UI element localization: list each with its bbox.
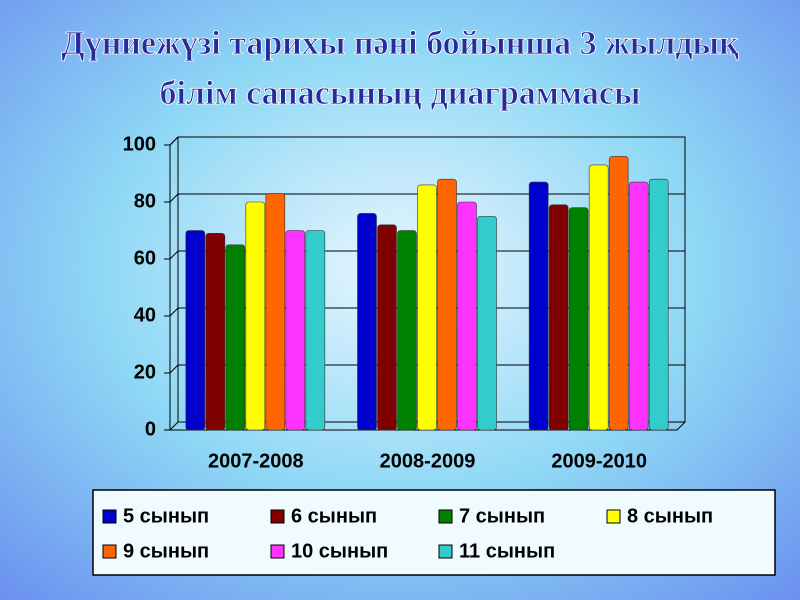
bar [225, 244, 246, 431]
bar [397, 230, 417, 431]
y-tick-label: 40 [134, 304, 156, 326]
bar [548, 204, 569, 431]
y-tick-label: 60 [134, 247, 156, 269]
bar [588, 164, 609, 431]
grid-line [169, 193, 685, 203]
legend-swatch [102, 509, 117, 524]
bar [568, 207, 589, 431]
bar [265, 193, 286, 431]
x-tick-label: 2007-2008 [208, 450, 304, 472]
bar [608, 156, 629, 431]
bar [305, 230, 326, 431]
grid-line [169, 250, 685, 260]
bar [245, 201, 266, 431]
y-tick-label: 0 [145, 418, 156, 440]
legend-label: 7 сынып [459, 505, 545, 527]
grid-line [169, 421, 685, 431]
bar [477, 215, 497, 431]
bar [377, 224, 397, 431]
bar [417, 184, 437, 431]
bar [357, 213, 377, 431]
legend-swatch [270, 544, 285, 559]
legend-label: 9 сынып [123, 540, 209, 562]
bar [528, 181, 549, 431]
bar [457, 201, 477, 431]
legend-swatch [102, 544, 117, 559]
bar [205, 233, 226, 431]
chart-title: білім сапасының диаграммасы [160, 75, 641, 112]
legend-label: 8 сынып [627, 505, 713, 527]
legend-swatch [438, 509, 453, 524]
grid-line [169, 307, 685, 317]
grid-line [169, 136, 685, 146]
x-tick-label: 2008-2009 [380, 450, 476, 472]
bar [648, 178, 669, 431]
bar [628, 181, 649, 431]
chart-title: Дүниежүзі тарихы пәні бойынша 3 жылдық [61, 25, 739, 62]
y-tick-label: 20 [134, 361, 156, 383]
y-tick-label: 80 [134, 190, 156, 212]
plot-floor [170, 421, 686, 431]
bar [285, 230, 306, 431]
legend-label: 10 сынып [291, 540, 388, 562]
bar [185, 230, 206, 431]
legend-box [92, 489, 776, 576]
legend-swatch [270, 509, 285, 524]
bar [437, 178, 457, 431]
legend-label: 5 сынып [123, 505, 209, 527]
legend-swatch [438, 544, 453, 559]
x-tick-label: 2009-2010 [551, 450, 647, 472]
grid-line [169, 364, 685, 374]
y-tick-label: 100 [123, 133, 156, 155]
legend-label: 6 сынып [291, 505, 377, 527]
legend-swatch [606, 509, 621, 524]
legend-label: 11 сынып [459, 540, 555, 562]
